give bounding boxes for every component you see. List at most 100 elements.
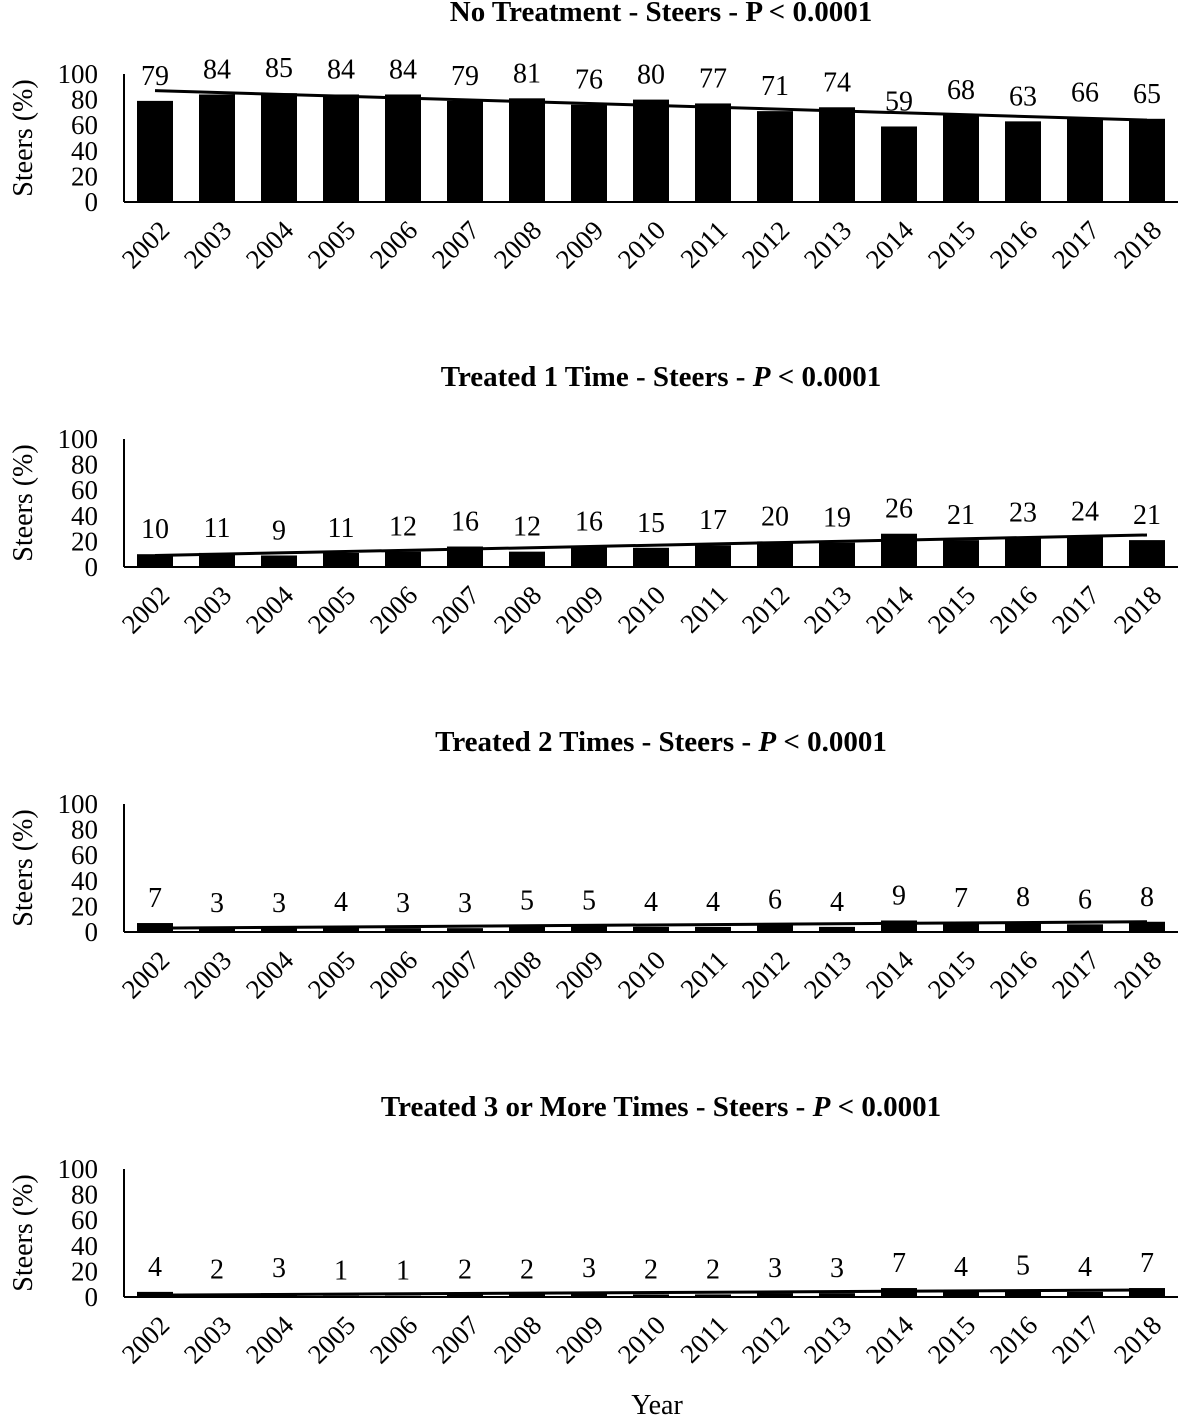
data-label: 4: [830, 887, 844, 918]
data-label: 80: [637, 60, 665, 91]
trendline: [154, 533, 1148, 557]
data-label: 66: [1071, 78, 1099, 109]
chart-title-part: < 0.0001: [830, 1091, 941, 1123]
bar-2004: [261, 555, 297, 567]
x-tick-label: 2002: [116, 215, 175, 274]
x-tick-label: 2017: [1046, 945, 1105, 1004]
x-tick-label: 2003: [178, 215, 237, 274]
chart-title-part: < 0.0001: [770, 361, 881, 393]
x-tick-label: 2016: [984, 215, 1043, 274]
y-tick-label: 80: [71, 815, 98, 845]
data-label: 7: [1140, 1248, 1154, 1279]
data-label: 21: [1133, 500, 1161, 531]
data-label: 7: [954, 883, 968, 914]
data-label: 2: [520, 1254, 534, 1285]
chart-title-part: No Treatment - Steers - P < 0.0001: [450, 0, 872, 28]
x-tick-label: 2010: [612, 1310, 671, 1369]
bar-2013: [819, 926, 855, 932]
bar-2013: [819, 542, 855, 567]
data-label: 6: [1078, 884, 1092, 915]
y-tick-label: 20: [71, 161, 98, 191]
bar-2006: [385, 928, 421, 932]
chart-panel-4: Treated 3 or More Times - Steers - P < 0…: [8, 1091, 1178, 1369]
x-tick-label: 2007: [426, 215, 485, 274]
data-label: 76: [575, 65, 603, 96]
chart-title-part: Treated 3 or More Times - Steers -: [381, 1091, 813, 1123]
data-label: 3: [210, 888, 224, 919]
bar-2008: [509, 925, 545, 932]
y-tick-label: 100: [58, 789, 99, 819]
bar-2015: [943, 1291, 979, 1297]
x-tick-label: 2010: [612, 215, 671, 274]
bar-2006: [385, 94, 421, 202]
x-tick-label: 2009: [550, 580, 609, 639]
bar-2018: [1129, 540, 1165, 567]
x-tick-label: 2005: [302, 1310, 361, 1369]
x-tick-label: 2014: [860, 1310, 920, 1370]
bar-2005: [323, 552, 359, 567]
bar-2007: [447, 928, 483, 932]
data-label: 10: [141, 514, 169, 545]
data-label: 3: [272, 888, 286, 919]
bar-2005: [323, 926, 359, 932]
bar-2006: [385, 551, 421, 567]
x-tick-label: 2002: [116, 580, 175, 639]
data-label: 3: [396, 888, 410, 919]
y-tick-label: 60: [71, 1205, 98, 1235]
data-label: 19: [823, 503, 851, 534]
bar-2010: [633, 99, 669, 202]
x-tick-label: 2006: [364, 945, 423, 1004]
data-label: 63: [1009, 81, 1037, 112]
data-label: 15: [637, 508, 665, 539]
chart-panel-3: Treated 2 Times - Steers - P < 0.0001020…: [8, 726, 1178, 1004]
x-tick-label: 2012: [736, 580, 795, 639]
y-tick-label: 20: [71, 526, 98, 556]
bar-2015: [943, 540, 979, 567]
bar-2007: [447, 546, 483, 567]
x-tick-label: 2010: [612, 580, 671, 639]
bar-2017: [1067, 536, 1103, 567]
bar-2008: [509, 551, 545, 567]
data-label: 74: [823, 67, 851, 98]
bar-2012: [757, 1293, 793, 1297]
data-label: 12: [389, 512, 417, 543]
data-label: 23: [1009, 498, 1037, 529]
data-label: 85: [265, 53, 293, 84]
y-tick-label: 40: [71, 1231, 98, 1261]
data-label: 9: [892, 880, 906, 911]
bar-2018: [1129, 1288, 1165, 1297]
x-tick-label: 2011: [675, 945, 734, 1004]
data-label: 11: [204, 513, 231, 544]
x-tick-label: 2015: [922, 1310, 981, 1369]
data-label: 84: [203, 54, 231, 85]
bar-2012: [757, 924, 793, 932]
data-label: 77: [699, 63, 727, 94]
bar-2014: [881, 126, 917, 202]
bar-2002: [137, 100, 173, 202]
y-tick-label: 0: [85, 552, 99, 582]
y-tick-label: 20: [71, 891, 98, 921]
bar-2012: [757, 541, 793, 567]
y-tick-label: 40: [71, 501, 98, 531]
x-tick-label: 2008: [488, 215, 547, 274]
bar-2010: [633, 926, 669, 932]
bar-2003: [199, 552, 235, 567]
x-tick-label: 2011: [675, 1310, 734, 1369]
bar-2018: [1129, 921, 1165, 932]
bar-2008: [509, 98, 545, 202]
x-tick-label: 2012: [736, 215, 795, 274]
chart-panels: No Treatment - Steers - P < 0.0001020406…: [8, 0, 1178, 1369]
data-label: 84: [327, 54, 355, 85]
x-tick-label: 2016: [984, 945, 1043, 1004]
x-tick-label: 2017: [1046, 580, 1105, 639]
data-label: 4: [954, 1252, 968, 1283]
x-tick-label: 2008: [488, 945, 547, 1004]
bar-2009: [571, 925, 607, 932]
bar-2016: [1005, 1290, 1041, 1297]
x-tick-label: 2004: [240, 580, 300, 640]
y-axis-title: Steers (%): [8, 444, 39, 561]
data-label: 59: [885, 86, 913, 117]
bar-2014: [881, 920, 917, 932]
data-label: 26: [885, 494, 913, 525]
chart-title: Treated 1 Time - Steers - P < 0.0001: [441, 361, 881, 393]
